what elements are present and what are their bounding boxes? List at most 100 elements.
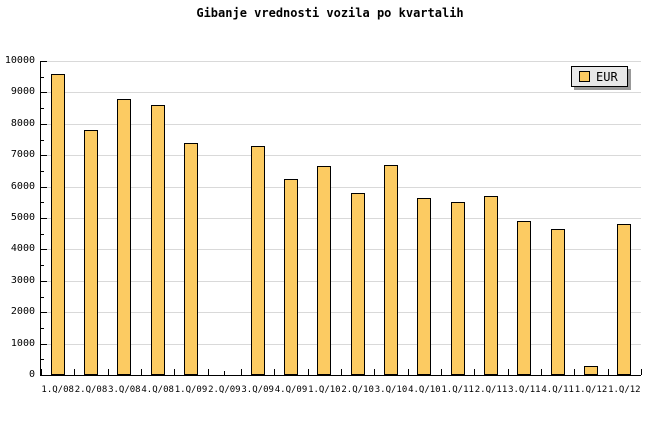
y-minor-tick: [41, 233, 44, 235]
x-axis-label: 4.Q/09: [274, 385, 308, 395]
bar-4.Q/09: [284, 178, 298, 375]
x-major-tick: [607, 369, 609, 375]
y-minor-tick: [41, 139, 44, 141]
bar-3.Q/09: [250, 145, 265, 375]
x-major-tick: [541, 369, 542, 375]
gridline: [41, 312, 641, 314]
gridline: [41, 155, 641, 157]
x-axis-label: 3.Q/10: [374, 385, 408, 395]
legend: EUR: [571, 66, 628, 87]
y-major-tick: [41, 92, 47, 94]
x-axis-label: 4.Q/11: [541, 385, 574, 395]
y-major-tick: [41, 61, 47, 62]
x-axis-label: 1.Q/12: [608, 385, 641, 395]
y-axis-label: 9000: [10, 86, 35, 98]
x-major-tick: [307, 369, 309, 375]
y-major-tick: [41, 218, 47, 219]
y-minor-tick: [41, 108, 44, 110]
x-major-tick: [141, 369, 142, 375]
y-major-tick: [41, 186, 47, 188]
x-axis-label: 1.Q/08: [41, 385, 74, 395]
x-major-tick: [641, 369, 642, 375]
y-axis-label: 2000: [10, 306, 35, 318]
gridline: [41, 92, 641, 94]
x-axis-label: 2.Q/10: [341, 385, 374, 395]
x-axis-label: 3.Q/09: [241, 385, 274, 395]
y-major-tick: [41, 312, 47, 314]
x-major-tick: [174, 369, 176, 375]
x-major-tick: [107, 369, 109, 375]
y-minor-tick: [41, 265, 44, 267]
y-axis-label: 4000: [10, 243, 35, 255]
y-axis-label: 5000: [10, 212, 35, 223]
bar-3.Q/08: [117, 98, 132, 375]
x-axis-label: 1.Q/09: [174, 385, 208, 395]
bar-1.Q/08: [50, 73, 65, 375]
y-major-tick: [41, 123, 47, 125]
y-major-tick: [41, 280, 47, 282]
bar-2.Q/11: [484, 196, 498, 375]
y-axis-label: 3000: [10, 274, 35, 286]
bar-2.Q/08: [84, 130, 98, 375]
y-minor-tick: [41, 202, 44, 204]
x-major-tick: [374, 369, 376, 375]
plot-area: 0 1000 2000 3000 4000 5000 6000 7000 8000 9000 100…: [5, 55, 642, 395]
y-minor-tick: [41, 296, 44, 298]
x-axis-label: 1.Q/10: [308, 385, 341, 395]
y-axis-label: 6000: [10, 180, 35, 192]
bar-1.Q/10: [317, 166, 332, 375]
y-minor-tick: [41, 327, 44, 329]
x-major-tick: [407, 369, 409, 375]
y-axis-label: 10000: [4, 55, 35, 66]
x-axis-label: 3.Q/11: [508, 385, 541, 395]
bar-1.Q/09: [184, 142, 198, 375]
y-minor-tick: [41, 170, 44, 172]
x-major-tick: [274, 369, 276, 375]
bar-4.Q/08: [150, 104, 165, 375]
gridline: [41, 249, 641, 251]
x-minor-tick: [224, 371, 226, 375]
bar-3.Q/10: [384, 164, 398, 375]
x-axis-label: 4.Q/10: [408, 385, 441, 395]
gridline: [41, 123, 641, 125]
x-axis-label: 4.Q/08: [141, 385, 174, 395]
x-axis-label: 1.Q/11: [441, 385, 474, 395]
bar-4.Q/11: [550, 229, 565, 375]
legend-swatch-icon: [579, 71, 590, 82]
x-axis-label: 3.Q/08: [108, 385, 141, 395]
y-axis-label: 0: [28, 369, 35, 380]
x-axis-label: 2.Q/09: [208, 385, 241, 395]
bar-1.Q/12: [584, 365, 598, 375]
y-axis-label: 7000: [10, 149, 35, 161]
bar-3.Q/11: [517, 221, 532, 375]
y-minor-tick: [41, 76, 44, 78]
gridline: [41, 218, 641, 219]
x-major-tick: [574, 369, 576, 375]
gridline: [41, 343, 641, 345]
x-major-tick: [41, 369, 42, 375]
gridline: [41, 61, 641, 62]
x-major-tick: [74, 369, 76, 375]
bar-1.Q/11: [450, 202, 465, 375]
bar-2.Q/10: [350, 192, 365, 375]
y-major-tick: [41, 249, 47, 251]
y-axis-label: 8000: [10, 117, 35, 129]
legend-label: EUR: [596, 69, 618, 84]
y-major-tick: [41, 343, 47, 345]
gridline: [41, 280, 641, 282]
y-axis-label: 1000: [10, 337, 35, 349]
x-axis-label: 2.Q/11: [474, 385, 508, 395]
x-major-tick: [241, 369, 242, 375]
x-major-tick: [441, 369, 442, 375]
chart-title: Gibanje vrednosti vozila po kvartalih: [196, 6, 464, 20]
x-major-tick: [474, 369, 476, 375]
x-major-tick: [207, 369, 209, 375]
y-minor-tick: [41, 359, 44, 361]
gridline: [41, 186, 641, 188]
bar-4.Q/10: [417, 197, 432, 375]
x-axis-label: 2.Q/08: [74, 385, 108, 395]
x-axis-label: 1.Q/12: [574, 385, 608, 395]
bar-1.Q/12: [617, 224, 632, 375]
x-major-tick: [507, 369, 509, 375]
